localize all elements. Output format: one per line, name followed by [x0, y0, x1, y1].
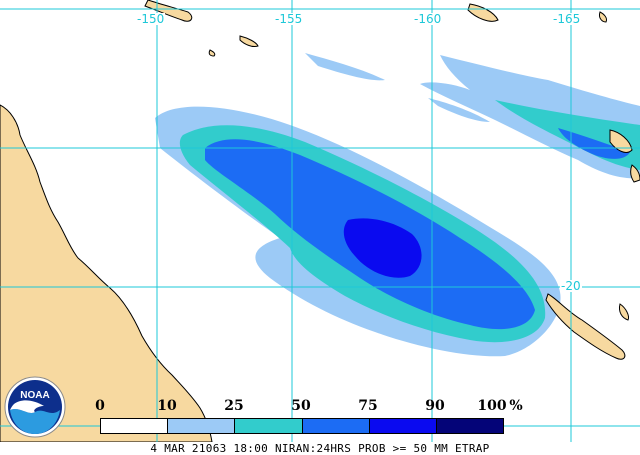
legend-swatch — [168, 419, 236, 433]
latitude-label: -20 — [560, 279, 582, 293]
legend-tick-label: 10 — [157, 398, 177, 414]
australia-landmass — [0, 104, 213, 443]
map-caption: 4 MAR 21063 18:00 NIRAN:24HRS PROB >= 50… — [0, 442, 640, 455]
noaa-logo-text: NOAA — [20, 390, 49, 401]
legend-swatch — [101, 419, 169, 433]
island-5 — [630, 164, 640, 183]
island-7 — [208, 49, 216, 57]
longitude-label: -155 — [274, 12, 304, 26]
new-caledonia-island — [545, 293, 626, 360]
island-2 — [239, 35, 259, 47]
probability-legend: 0 10 25 50 75 90 100 % — [95, 398, 523, 438]
legend-tick-label: 100 — [477, 398, 507, 414]
longitude-label: -150 — [136, 12, 166, 26]
band-10-25-north-streak — [305, 53, 385, 81]
legend-tick-label: 75 — [358, 398, 378, 414]
band-75-90-core — [343, 218, 422, 278]
longitude-label: -160 — [413, 12, 443, 26]
island-4 — [609, 129, 633, 153]
island-3 — [467, 3, 499, 22]
legend-unit: % — [509, 398, 523, 414]
legend-swatch — [436, 419, 504, 433]
legend-color-bar — [100, 418, 504, 434]
legend-tick-label: 25 — [224, 398, 244, 414]
island-6 — [599, 11, 607, 23]
legend-tick-label: 50 — [291, 398, 311, 414]
legend-swatch — [302, 419, 370, 433]
probability-bands — [155, 53, 640, 357]
longitude-label: -165 — [552, 12, 582, 26]
band-50-75-ne — [558, 128, 630, 159]
noaa-logo-icon: NOAA — [4, 376, 66, 438]
island-8 — [619, 303, 629, 321]
legend-swatch — [235, 419, 303, 433]
legend-tick-label: 0 — [95, 398, 105, 414]
band-10-25-small-streak — [428, 98, 490, 122]
legend-tick-label: 90 — [425, 398, 445, 414]
legend-swatch — [369, 419, 437, 433]
